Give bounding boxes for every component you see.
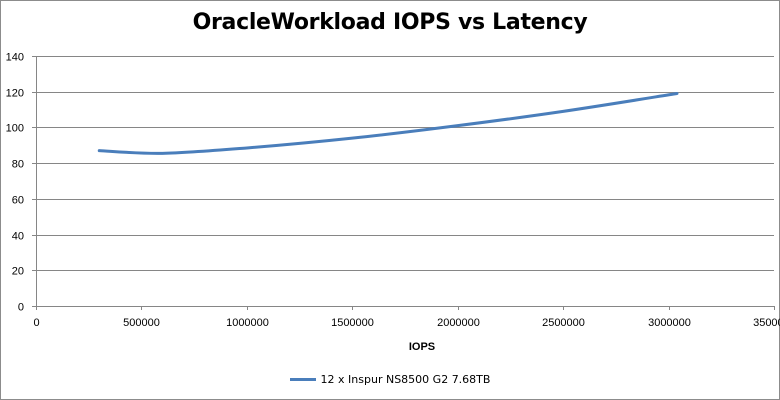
x-tick-label: 2500000 xyxy=(542,317,585,329)
y-tick-label: 120 xyxy=(6,88,24,100)
y-tick-label: 60 xyxy=(12,195,24,207)
x-tick-label: 0 xyxy=(33,317,39,329)
y-tick-label: 0 xyxy=(18,302,24,314)
x-tick-label: 1500000 xyxy=(331,317,374,329)
y-tick-label: 20 xyxy=(12,266,24,278)
y-tick-label: 40 xyxy=(12,231,24,243)
x-tick-label: 500000 xyxy=(123,317,160,329)
x-tick-label: 3500000 xyxy=(753,317,780,329)
y-tick-label: 80 xyxy=(12,159,24,171)
legend-label: 12 x Inspur NS8500 G2 7.68TB xyxy=(320,373,491,386)
x-tick-label: 2000000 xyxy=(437,317,480,329)
legend-swatch xyxy=(289,378,316,381)
y-tick-label: 100 xyxy=(6,123,24,135)
legend: 12 x Inspur NS8500 G2 7.68TB xyxy=(0,373,780,386)
y-tick-label: 140 xyxy=(6,52,24,64)
chart-title: OracleWorkload IOPS vs Latency xyxy=(192,10,588,35)
x-axis-title: IOPS xyxy=(409,341,435,353)
series-line xyxy=(97,92,679,155)
x-tick-label: 3000000 xyxy=(648,317,691,329)
x-tick-label: 1000000 xyxy=(226,317,269,329)
